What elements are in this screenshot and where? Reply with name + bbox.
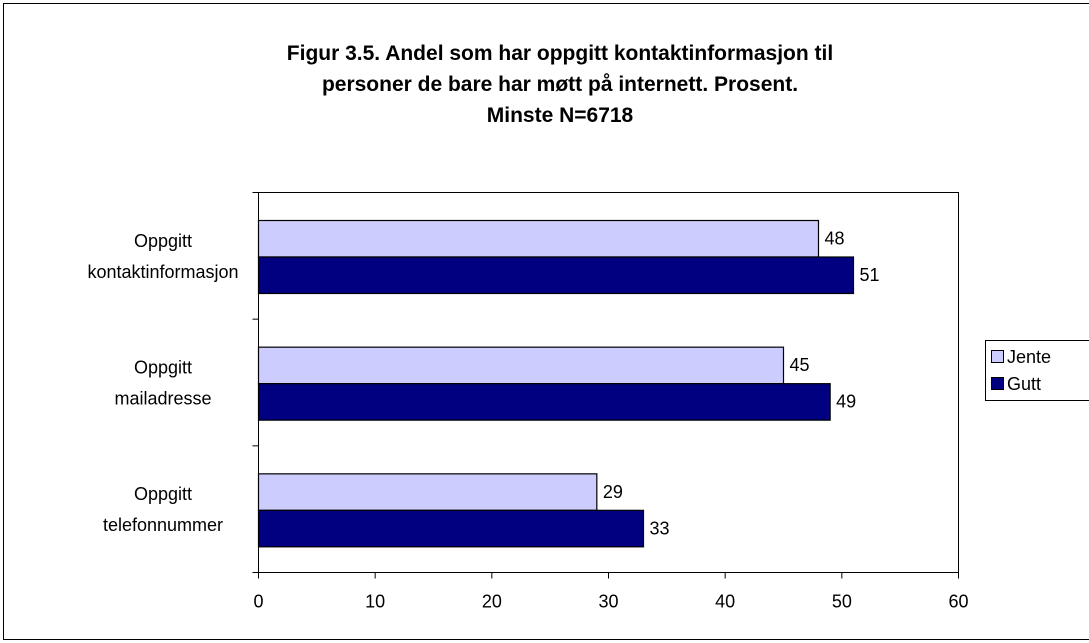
data-label: 33 [650,518,670,538]
x-tick-label: 50 [832,591,852,611]
legend-label: Jente [1007,347,1051,367]
x-tick-label: 40 [715,591,735,611]
bar [257,509,645,548]
legend-swatch [991,377,1004,390]
data-label: 29 [603,482,623,502]
x-tick-label: 0 [253,591,263,611]
bar [257,473,598,511]
chart-title: Figur 3.5. Andel som har oppgitt kontakt… [286,42,834,127]
legend-swatch [991,350,1004,363]
x-tick-label: 30 [598,591,618,611]
y-tick-label: Oppgitt kontaktinformasjon [87,231,238,282]
x-tick-label: 10 [365,591,385,611]
legend-label: Gutt [1007,374,1041,394]
y-tick-label: Oppgitt mailadresse [114,357,211,408]
bar [257,346,785,385]
data-label: 45 [790,355,810,375]
bar [257,219,820,258]
data-label: 49 [836,392,856,412]
data-label: 48 [825,229,845,249]
bar [257,383,831,421]
chart-frame [3,3,1089,640]
bar [257,256,855,295]
y-tick-label: Oppgitt telefonnummer [103,484,223,535]
data-label: 51 [860,265,880,285]
x-tick-label: 60 [948,591,968,611]
x-tick-label: 20 [482,591,502,611]
